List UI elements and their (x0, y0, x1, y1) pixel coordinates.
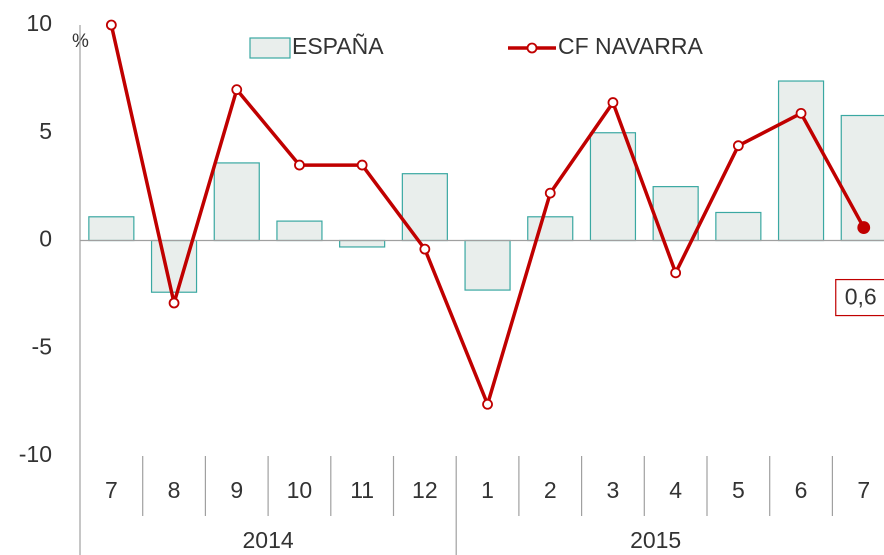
x-tick-label: 9 (230, 477, 243, 503)
y-tick-label: 10 (26, 10, 52, 36)
x-tick-label: 12 (412, 477, 438, 503)
y-tick-label: -5 (32, 333, 52, 359)
legend-label: CF NAVARRA (558, 33, 703, 59)
legend-swatch (249, 37, 291, 59)
bar (715, 211, 762, 242)
y-tick-label: -10 (19, 441, 52, 467)
x-tick-label: 10 (287, 477, 313, 503)
bar (339, 239, 386, 248)
line-marker (670, 267, 682, 279)
y-tick-label: 0 (39, 226, 52, 252)
data-label-box (835, 278, 884, 317)
x-tick-label: 8 (168, 477, 181, 503)
x-tick-label: 2 (544, 477, 557, 503)
bar (777, 80, 825, 242)
line-marker (231, 84, 243, 96)
x-tick-label: 11 (350, 477, 374, 503)
bar (589, 132, 637, 242)
group-label: 2015 (630, 527, 681, 553)
bar (527, 216, 574, 242)
bar (213, 162, 260, 242)
x-tick-label: 6 (795, 477, 808, 503)
x-tick-label: 4 (669, 477, 682, 503)
data-label: 0,6 (845, 284, 877, 310)
bar (88, 216, 135, 242)
line-marker (857, 221, 871, 234)
line-marker (795, 107, 807, 119)
line-marker (168, 297, 180, 309)
x-tick-label: 5 (732, 477, 745, 503)
line-marker (356, 159, 368, 171)
y-tick-label: 5 (39, 118, 52, 144)
line-marker (482, 398, 493, 410)
x-tick-label: 1 (481, 477, 494, 503)
line-marker (732, 140, 744, 152)
line-marker (544, 187, 556, 199)
x-tick-label: 7 (105, 477, 118, 503)
group-label: 2014 (243, 527, 294, 553)
legend-label: ESPAÑA (292, 33, 384, 59)
x-tick-label: 3 (607, 477, 620, 503)
line-marker (419, 243, 431, 255)
line-marker (607, 97, 619, 108)
bar (276, 220, 323, 242)
line-marker (105, 19, 117, 31)
bar (464, 239, 511, 291)
x-tick-label: 7 (857, 477, 870, 503)
legend-swatch (526, 42, 538, 54)
line-marker (294, 159, 305, 171)
